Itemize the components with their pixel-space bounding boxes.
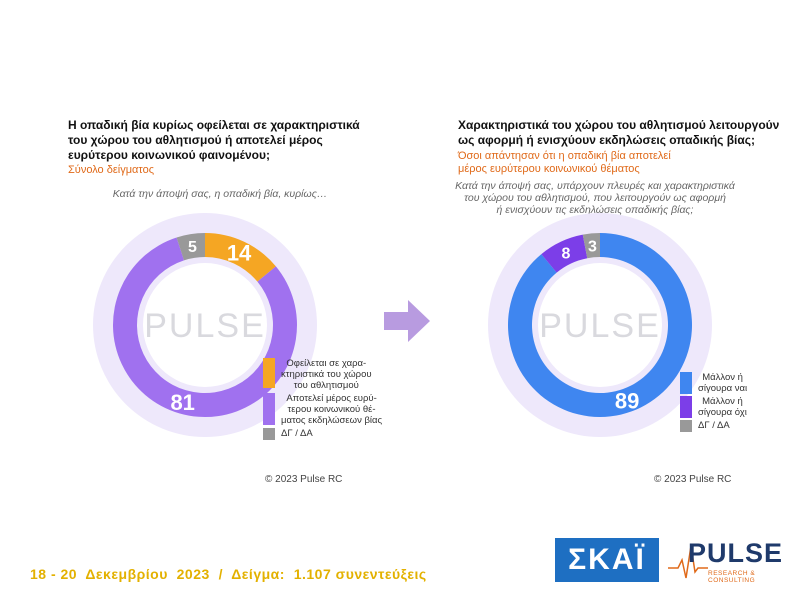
legend-swatch-violet (680, 396, 692, 418)
left-copyright: © 2023 Pulse RC (265, 474, 343, 485)
left-legend-item: ΔΓ / ΔΑ (263, 428, 403, 440)
donut-hole (143, 263, 267, 387)
legend-swatch-gray (680, 420, 692, 432)
donut-slice (176, 233, 205, 261)
right-question: Κατά την άποψή σας, υπάρχουν πλευρές και… (450, 180, 740, 216)
legend-swatch-orange (263, 358, 275, 388)
slice-value-label: 89 (615, 388, 639, 413)
right-question-line-2: του χώρου του αθλητισμού, που λειτουργού… (464, 192, 726, 204)
right-donut-chart: PULSE 89 8 3 (488, 213, 712, 437)
legend-swatch-purple (263, 393, 275, 425)
right-title-line-1: Χαρακτηριστικά του χώρου του αθλητισμού … (458, 118, 780, 132)
right-question-line-3: ή ενισχύουν τις εκδηλώσεις οπαδικής βίας… (496, 204, 694, 216)
left-legend-item: Οφείλεται σε χαρα- κτηριστικά του χώρου … (263, 358, 403, 391)
left-question: Κατά την άποψή σας, η οπαδική βία, κυρίω… (112, 188, 328, 200)
right-panel-title: Χαρακτηριστικά του χώρου του αθλητισμού … (458, 118, 788, 148)
right-legend-label: Μάλλον ή σίγουρα ναι (698, 372, 748, 394)
slice-value-label: 5 (188, 239, 197, 256)
right-panel-subtitle: Όσοι απάντησαν ότι η οπαδική βία αποτελε… (458, 150, 671, 176)
left-legend-label: Αποτελεί μέρος ευρύ- τερου κοινωνικού θέ… (281, 393, 383, 426)
pulse-logo: PULSE RESEARCH & CONSULTING (668, 538, 786, 584)
left-legend-label: Οφείλεται σε χαρα- κτηριστικά του χώρου … (281, 358, 372, 391)
slice-value-label: 3 (588, 238, 597, 255)
right-subtitle-line-2: μέρος ευρύτερου κοινωνικού θέματος (458, 163, 640, 175)
right-legend-item: Μάλλον ή σίγουρα όχι (680, 396, 770, 418)
right-legend-label: ΔΓ / ΔΑ (698, 420, 730, 431)
donut-slice (541, 234, 588, 273)
pulse-heartbeat-icon (668, 545, 708, 579)
right-legend-item: ΔΓ / ΔΑ (680, 420, 770, 432)
right-legend-label: Μάλλον ή σίγουρα όχι (698, 396, 747, 418)
right-legend: Μάλλον ή σίγουρα ναι Μάλλον ή σίγουρα όχ… (680, 372, 770, 434)
right-title-line-2: ως αφορμή ή ενισχύουν εκδηλώσεις οπαδική… (458, 133, 755, 147)
left-title-line-3: ευρύτερου κοινωνικού φαινομένου; (68, 148, 270, 162)
legend-swatch-blue (680, 372, 692, 394)
footer-survey-info: 18 - 20 Δεκεμβρίου 2023 / Δείγμα: 1.107 … (30, 566, 427, 582)
left-legend-item: Αποτελεί μέρος ευρύ- τερου κοινωνικού θέ… (263, 393, 403, 426)
right-copyright: © 2023 Pulse RC (654, 474, 732, 485)
left-title-line-2: του χώρου του αθλητισμού ή αποτελεί μέρο… (68, 133, 323, 147)
left-legend: Οφείλεται σε χαρα- κτηριστικά του χώρου … (263, 358, 403, 442)
donut-slice (205, 233, 276, 282)
slice-value-label: 81 (170, 390, 194, 415)
donut-hole (538, 263, 662, 387)
slice-value-label: 8 (561, 246, 570, 263)
pulse-logo-subtitle: RESEARCH & CONSULTING (708, 570, 756, 584)
left-donut-chart: PULSE 14 81 5 (93, 213, 317, 437)
right-question-line-1: Κατά την άποψή σας, υπάρχουν πλευρές και… (455, 180, 735, 192)
donut-slice (582, 233, 600, 259)
skai-logo: ΣΚΑΪ (555, 538, 659, 582)
pulse-watermark: PULSE (144, 307, 266, 345)
right-arrow-icon (384, 300, 430, 342)
left-panel-subtitle: Σύνολο δείγματος (68, 164, 155, 176)
right-legend-item: Μάλλον ή σίγουρα ναι (680, 372, 770, 394)
pulse-watermark: PULSE (539, 307, 661, 345)
right-subtitle-line-1: Όσοι απάντησαν ότι η οπαδική βία αποτελε… (458, 150, 671, 162)
left-panel-title: Η οπαδική βία κυρίως οφείλεται σε χαρακτ… (68, 118, 398, 163)
left-title-line-1: Η οπαδική βία κυρίως οφείλεται σε χαρακτ… (68, 118, 360, 132)
left-legend-label: ΔΓ / ΔΑ (281, 428, 313, 439)
pulse-logo-word: PULSE (688, 538, 784, 568)
slice-value-label: 14 (227, 241, 252, 266)
legend-swatch-gray (263, 428, 275, 440)
